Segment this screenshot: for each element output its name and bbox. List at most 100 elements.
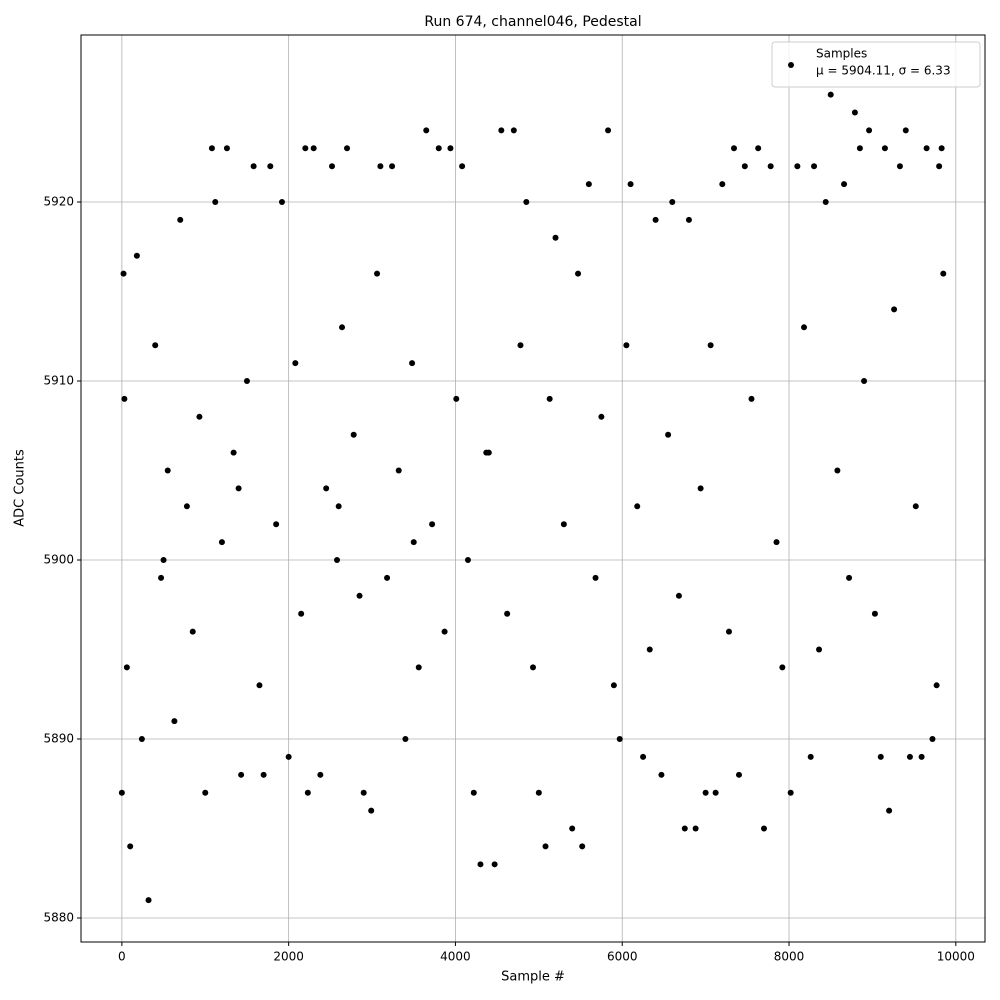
point [811, 163, 818, 170]
point [423, 127, 430, 134]
point [896, 163, 903, 170]
point [779, 664, 786, 671]
point [748, 395, 755, 402]
point [841, 181, 848, 188]
point [374, 270, 381, 277]
point [569, 825, 576, 832]
point [681, 825, 688, 832]
y-axis-label: ADC Counts [13, 449, 28, 527]
point [384, 574, 391, 581]
point [605, 127, 612, 134]
point [881, 145, 888, 152]
point [235, 485, 242, 492]
point [552, 234, 559, 241]
point [912, 503, 919, 510]
point [298, 610, 305, 617]
point [535, 789, 542, 796]
point [256, 682, 263, 689]
point [317, 771, 324, 778]
legend-box [771, 41, 981, 88]
point [118, 789, 125, 796]
point [127, 843, 134, 850]
point [329, 163, 336, 170]
point [517, 342, 524, 349]
point [260, 771, 267, 778]
point [435, 145, 442, 152]
point [464, 557, 471, 564]
x-tick-label: 6000 [607, 950, 638, 964]
y-tick-label: 5890 [43, 732, 74, 746]
point [891, 306, 898, 313]
point [160, 557, 167, 564]
point [807, 753, 814, 760]
point [145, 897, 152, 904]
point [410, 539, 417, 546]
point [285, 753, 292, 760]
point [871, 610, 878, 617]
point [575, 270, 582, 277]
point [675, 592, 682, 599]
point [441, 628, 448, 635]
point [827, 91, 834, 98]
point [202, 789, 209, 796]
point [719, 181, 726, 188]
grid: 0 2000 4000 6000 8000 10000 5880 5890 5900 5910 59… [43, 35, 985, 964]
point [377, 163, 384, 170]
point [929, 736, 936, 743]
point [133, 252, 140, 259]
point [208, 145, 215, 152]
point [773, 539, 780, 546]
point [350, 431, 357, 438]
point [542, 843, 549, 850]
point [250, 163, 257, 170]
point [485, 449, 492, 456]
point [504, 610, 511, 617]
point [292, 360, 299, 367]
point [866, 127, 873, 134]
x-tick-label: 8000 [774, 950, 805, 964]
point [560, 521, 567, 528]
point [402, 736, 409, 743]
point [335, 503, 342, 510]
point [707, 342, 714, 349]
point [592, 574, 599, 581]
point [477, 861, 484, 868]
legend-note: μ = 5904.11, σ = 6.33 [816, 64, 951, 78]
point [302, 145, 309, 152]
point [856, 145, 863, 152]
point [152, 342, 159, 349]
point [304, 789, 311, 796]
point [616, 736, 623, 743]
y-tick-label: 5880 [43, 911, 74, 925]
point [685, 216, 692, 223]
point [598, 413, 605, 420]
point [623, 342, 630, 349]
point [356, 592, 363, 599]
point [665, 431, 672, 438]
legend-marker [788, 62, 794, 68]
point [741, 163, 748, 170]
point [918, 753, 925, 760]
point [339, 324, 346, 331]
point [846, 574, 853, 581]
legend: Samples μ = 5904.11, σ = 6.33 [771, 41, 981, 88]
point [702, 789, 709, 796]
point [459, 163, 466, 170]
point [646, 646, 653, 653]
marks [118, 91, 947, 904]
point [767, 163, 774, 170]
point [546, 395, 553, 402]
point [415, 664, 422, 671]
point [627, 181, 634, 188]
point [877, 753, 884, 760]
point [579, 843, 586, 850]
x-tick-label: 0 [118, 950, 126, 964]
point [189, 628, 196, 635]
point [610, 682, 617, 689]
point [755, 145, 762, 152]
point [453, 395, 460, 402]
point [585, 181, 592, 188]
plot-frame [80, 34, 986, 943]
